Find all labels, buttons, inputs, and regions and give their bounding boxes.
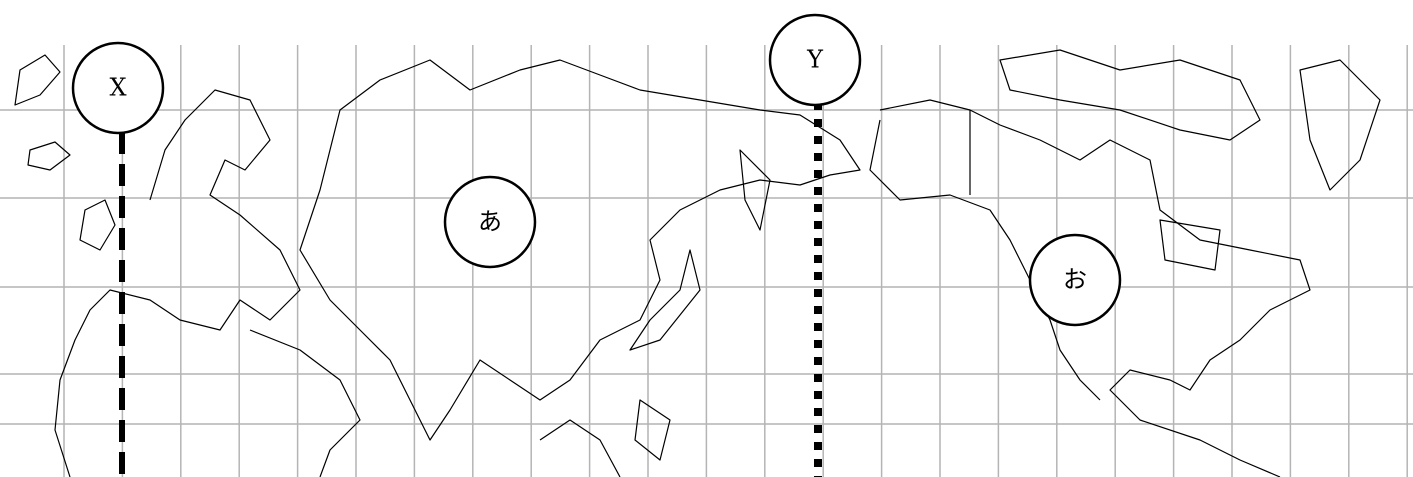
marker-circle bbox=[1028, 233, 1122, 327]
marker-circle bbox=[443, 175, 537, 269]
marker: お bbox=[1028, 233, 1122, 327]
marker: Y bbox=[768, 13, 862, 107]
markers: X Y あお bbox=[71, 13, 1122, 327]
marker-circle bbox=[71, 41, 165, 135]
coastline bbox=[999, 49, 1261, 141]
marker-label: お bbox=[1063, 266, 1087, 294]
graticule bbox=[0, 45, 1413, 477]
marker-label: Y bbox=[806, 46, 824, 74]
coastline bbox=[869, 119, 1101, 401]
coastline bbox=[629, 249, 701, 351]
coastline bbox=[539, 419, 621, 477]
coastline bbox=[1299, 59, 1381, 191]
coastline bbox=[14, 54, 61, 106]
marker-label: あ bbox=[478, 208, 502, 236]
coastline bbox=[249, 329, 361, 477]
coastline bbox=[739, 149, 771, 231]
coastline bbox=[27, 141, 71, 171]
marker: あ bbox=[443, 175, 537, 269]
coastline bbox=[1159, 219, 1221, 271]
marker-circle bbox=[768, 13, 862, 107]
coastlines bbox=[14, 49, 1381, 477]
coastline bbox=[299, 59, 861, 441]
marker: X bbox=[71, 41, 165, 135]
coastline bbox=[54, 89, 301, 477]
marker-label: X bbox=[109, 74, 126, 102]
coastline bbox=[879, 99, 1311, 477]
coastline bbox=[634, 399, 671, 461]
coastline bbox=[79, 199, 116, 251]
reference-lines bbox=[119, 102, 822, 477]
